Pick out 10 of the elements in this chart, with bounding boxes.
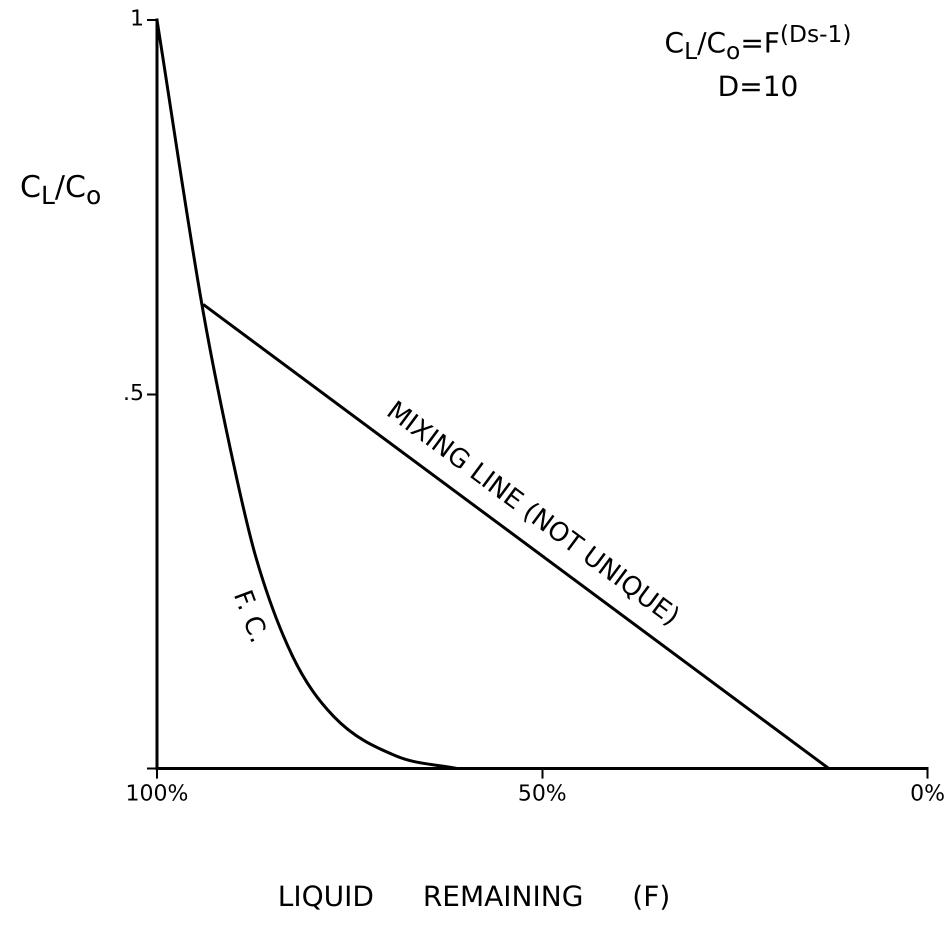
text: F. C.: [226, 586, 274, 648]
x-tick-label: 50%: [518, 782, 567, 807]
y-tick-label: .5: [122, 381, 144, 406]
x-tick-label: 0%: [910, 782, 945, 807]
annotation: C$_{L}$/C$_{o}$=F$^{(Ds-1)}$: [664, 20, 852, 65]
y-axis-title: C$_{L}$/C$_{o}$: [20, 170, 102, 210]
y-tick-label: 1: [130, 6, 144, 32]
x-tick-label: 100%: [126, 782, 188, 807]
annotation: D=10: [716, 70, 800, 103]
x-axis-title: LIQUID REMAINING (F): [276, 880, 672, 913]
